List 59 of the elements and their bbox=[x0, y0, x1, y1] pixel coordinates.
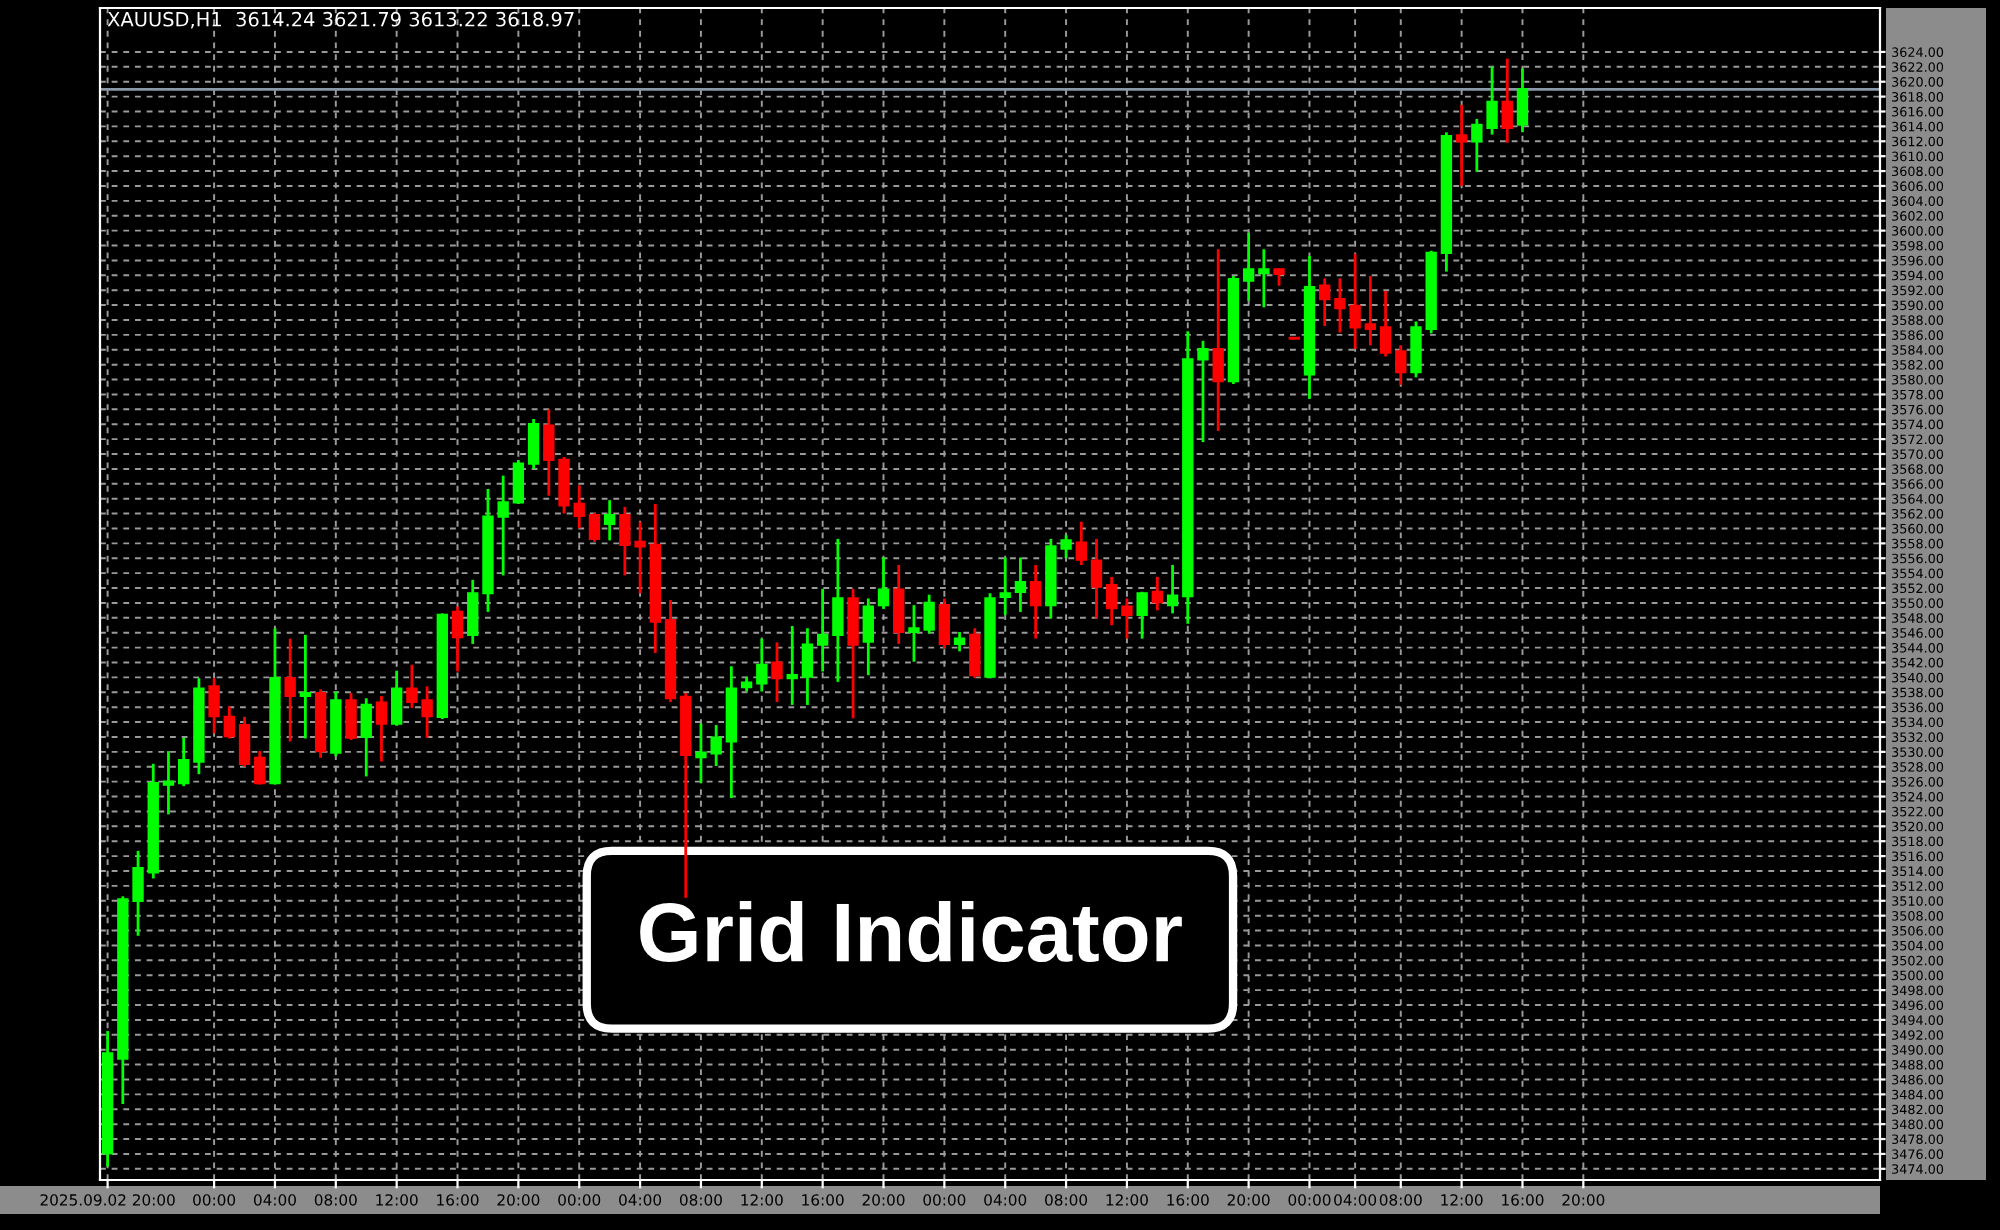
candlestick bbox=[953, 630, 966, 653]
candlestick bbox=[1106, 575, 1118, 627]
candlestick bbox=[223, 705, 235, 740]
candlestick bbox=[847, 587, 859, 720]
candlestick bbox=[512, 458, 525, 506]
candlestick bbox=[390, 669, 403, 728]
candlestick bbox=[1075, 520, 1087, 567]
candlestick bbox=[862, 597, 874, 677]
candlestick bbox=[284, 637, 296, 743]
candlestick bbox=[999, 556, 1011, 617]
candlestick bbox=[1258, 247, 1270, 309]
candlestick bbox=[801, 626, 814, 707]
candlestick bbox=[345, 691, 357, 742]
candlestick bbox=[756, 637, 768, 693]
candlestick bbox=[1197, 339, 1209, 444]
candlestick bbox=[938, 597, 951, 650]
candlestick bbox=[162, 749, 175, 816]
candlestick bbox=[1379, 289, 1392, 358]
candlestick bbox=[1395, 343, 1407, 387]
candlestick bbox=[208, 676, 220, 735]
candlestick bbox=[1151, 575, 1164, 612]
candlestick bbox=[178, 736, 190, 788]
candlestick bbox=[543, 407, 555, 498]
candlestick bbox=[1136, 590, 1148, 641]
candlestick bbox=[375, 694, 388, 763]
candlestick bbox=[1242, 231, 1255, 303]
candlestick bbox=[360, 696, 372, 778]
chart-title: XAUUSD,H1 3614.24 3621.79 3613.22 3618.97 bbox=[107, 11, 574, 29]
candlestick bbox=[1410, 320, 1422, 379]
candlestick bbox=[893, 563, 905, 646]
candlestick bbox=[816, 587, 829, 673]
candlestick bbox=[1516, 67, 1529, 134]
candlestick bbox=[771, 641, 783, 704]
candlestick bbox=[238, 715, 251, 769]
candlestick bbox=[1014, 556, 1027, 614]
candlestick bbox=[451, 605, 464, 673]
candlestick bbox=[832, 537, 844, 684]
candlestick bbox=[1121, 597, 1133, 641]
candlestick bbox=[1501, 57, 1513, 145]
candlestick bbox=[1212, 247, 1224, 433]
candlestick bbox=[527, 417, 540, 471]
candlestick bbox=[132, 849, 144, 938]
candlestick bbox=[299, 633, 312, 740]
candlestick bbox=[877, 556, 890, 611]
candlestick bbox=[558, 455, 570, 515]
candlestick bbox=[467, 578, 479, 646]
candlestick bbox=[588, 511, 601, 544]
annotation: Grid Indicator bbox=[640, 900, 1182, 963]
candlestick bbox=[1364, 274, 1377, 347]
candlestick bbox=[786, 624, 798, 707]
candlestick bbox=[1029, 563, 1042, 641]
candlestick bbox=[969, 626, 981, 680]
candlestick bbox=[254, 749, 266, 787]
candlestick bbox=[1090, 537, 1103, 620]
candlestick bbox=[603, 498, 616, 542]
candlestick bbox=[573, 483, 585, 530]
candlestick bbox=[1166, 563, 1179, 615]
candlestick bbox=[1455, 103, 1468, 188]
candlestick bbox=[1319, 276, 1331, 328]
